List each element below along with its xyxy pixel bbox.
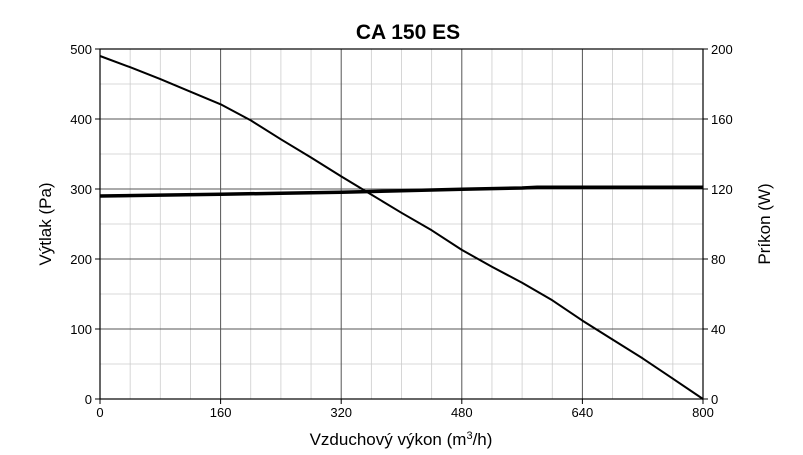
y-tick-label-left: 400 <box>70 112 92 127</box>
y-tick-label-left: 500 <box>70 42 92 57</box>
y-tick-label-left: 300 <box>70 182 92 197</box>
y-axis-label-right: Príkon (W) <box>755 183 774 264</box>
x-tick-label: 640 <box>572 405 594 420</box>
plot-frame <box>99 48 704 400</box>
y-tick-label-right: 120 <box>711 182 733 197</box>
minor-gridlines <box>100 49 703 399</box>
y-tick-label-right: 40 <box>711 322 725 337</box>
y-axis-label-left: Výtlak (Pa) <box>36 182 55 265</box>
x-axis-label: Vzduchový výkon (m3/h) <box>310 430 493 449</box>
y-tick-label-right: 160 <box>711 112 733 127</box>
y-tick-label-left: 0 <box>85 392 92 407</box>
y-tick-label-left: 100 <box>70 322 92 337</box>
y-tick-label-right: 200 <box>711 42 733 57</box>
power-curve-line <box>99 185 703 198</box>
x-tick-label: 480 <box>451 405 473 420</box>
x-tick-label: 800 <box>692 405 714 420</box>
pressure-curve-line <box>99 55 704 400</box>
x-tick-label: 320 <box>330 405 352 420</box>
x-tick-label: 0 <box>96 405 103 420</box>
series-lines <box>99 55 704 400</box>
chart-title: CA 150 ES <box>356 21 460 44</box>
tick-labels: 0 160 320 480 640 800010020030040050004080120… <box>70 42 732 420</box>
x-tick-label: 160 <box>210 405 232 420</box>
y-tick-label-left: 200 <box>70 252 92 267</box>
y-tick-label-right: 0 <box>711 392 718 407</box>
y-tick-label-right: 80 <box>711 252 725 267</box>
